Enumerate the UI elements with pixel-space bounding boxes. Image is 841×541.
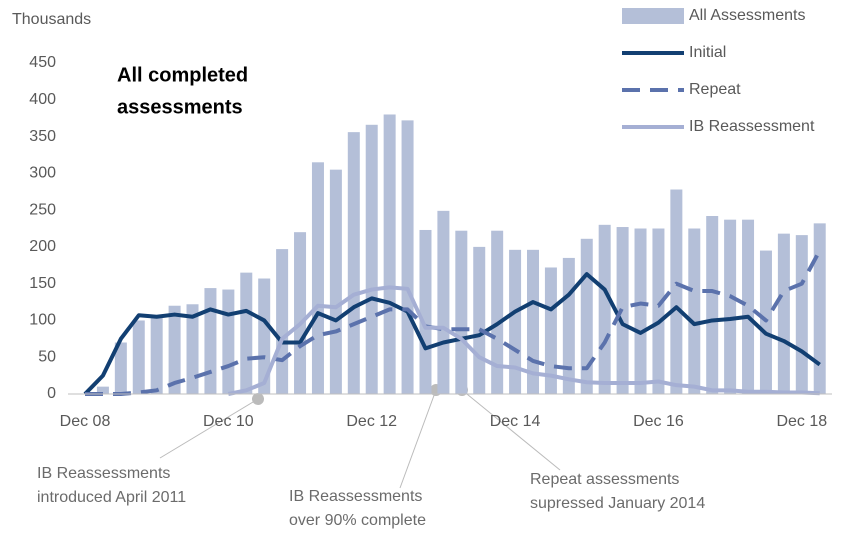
- line-series: [83, 272, 821, 396]
- annotation-leader: [461, 389, 561, 471]
- x-tick-label: Dec 16: [633, 413, 684, 430]
- bar: [240, 272, 253, 394]
- bar: [491, 230, 504, 394]
- bar: [473, 246, 486, 394]
- annotation-leader: [159, 398, 259, 459]
- x-tick-label: Dec 12: [346, 413, 397, 430]
- bar: [706, 215, 719, 394]
- bar: [401, 120, 414, 394]
- bar: [670, 189, 683, 394]
- annotation: over 90% complete: [289, 512, 426, 529]
- bar: [634, 228, 647, 394]
- bar: [329, 169, 342, 394]
- y-tick-label: 450: [29, 54, 56, 71]
- bar: [204, 288, 217, 394]
- x-tick-label: Dec 18: [776, 413, 827, 430]
- y-tick-label: 250: [29, 201, 56, 218]
- y-tick-label: 0: [47, 385, 56, 402]
- bar: [294, 232, 307, 394]
- annotation: introduced April 2011: [37, 489, 186, 506]
- legend-label: All Assessments: [689, 7, 805, 24]
- bar: [509, 249, 522, 394]
- bar: [186, 304, 199, 394]
- annotation: Repeat assessments: [530, 471, 679, 488]
- annotation: IB Reassessments: [37, 465, 170, 482]
- bar: [222, 289, 235, 394]
- line-series: [227, 285, 820, 396]
- bar: [132, 320, 145, 394]
- bar: [150, 316, 163, 394]
- annotation: supressed January 2014: [530, 495, 705, 512]
- legend-label: Repeat: [689, 81, 741, 98]
- bar: [168, 305, 181, 394]
- bar: [544, 267, 557, 394]
- x-tick-label: Dec 14: [490, 413, 541, 430]
- bar: [813, 223, 826, 394]
- legend-label: IB Reassessment: [689, 118, 815, 135]
- x-tick-label: Dec 08: [60, 413, 111, 430]
- x-tick-label: Dec 10: [203, 413, 254, 430]
- bar: [365, 124, 378, 394]
- annotation: IB Reassessments: [289, 488, 422, 505]
- annotation-dot: [252, 393, 264, 405]
- bar: [383, 114, 396, 394]
- bar: [580, 238, 593, 394]
- legend: All Assessments Initial Repeat IB Reassessm…: [622, 7, 815, 135]
- line-series: [85, 249, 822, 396]
- annotation-leader: [399, 389, 437, 489]
- y-axis-label: Thousands: [12, 11, 91, 28]
- legend-label: Initial: [689, 44, 726, 61]
- chart-title: All completed: [117, 64, 248, 86]
- bar: [437, 210, 450, 394]
- bar: [795, 235, 808, 394]
- y-tick-label: 300: [29, 165, 56, 182]
- bar: [598, 224, 611, 394]
- bar: [652, 228, 665, 394]
- y-tick-label: 50: [38, 348, 56, 365]
- y-tick-label: 400: [29, 91, 56, 108]
- y-tick-label: 100: [29, 312, 56, 329]
- y-tick-label: 350: [29, 128, 56, 145]
- chart-title: assessments: [117, 96, 243, 118]
- bar: [258, 278, 271, 394]
- bar: [724, 219, 737, 394]
- annotations: IB Reassessments introduced April 2011 I…: [37, 384, 705, 529]
- bar: [562, 257, 575, 394]
- bar: [688, 228, 701, 394]
- bar: [276, 249, 289, 394]
- bar: [419, 229, 432, 394]
- bar: [96, 386, 109, 394]
- bar: [347, 132, 360, 395]
- y-tick-label: 150: [29, 275, 56, 292]
- bar: [777, 233, 790, 394]
- bar: [311, 162, 324, 394]
- y-tick-label: 200: [29, 238, 56, 255]
- bar: [114, 342, 127, 394]
- bar: [742, 219, 755, 394]
- legend-swatch: [622, 8, 684, 24]
- bar: [455, 230, 468, 394]
